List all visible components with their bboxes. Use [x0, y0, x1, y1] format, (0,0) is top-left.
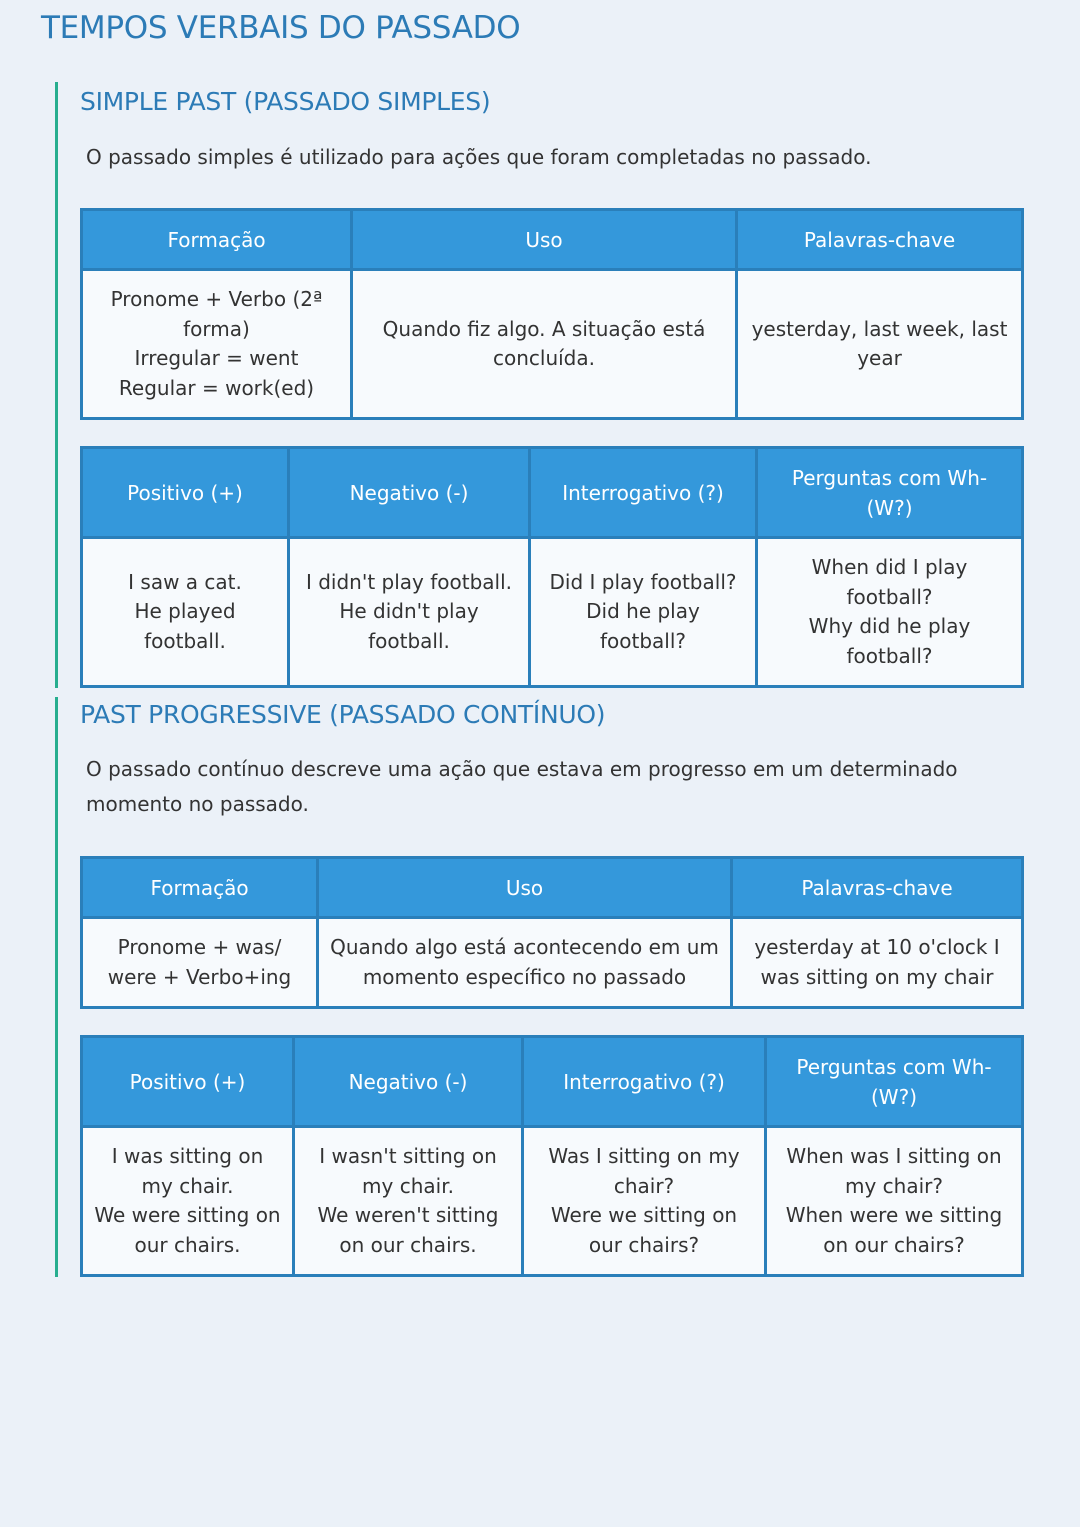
section-heading: SIMPLE PAST (PASSADO SIMPLES) [80, 87, 491, 116]
header-cell: Perguntas com Wh- (W?) [764, 1035, 1024, 1128]
header-cell: Uso [316, 856, 733, 919]
header-cell: Palavras-chave [735, 208, 1024, 271]
section-description: O passado contínuo descreve uma ação que… [86, 757, 958, 816]
header-cell: Interrogativo (?) [521, 1035, 767, 1128]
header-cell: Negativo (-) [292, 1035, 524, 1128]
header-cell: Negativo (-) [287, 446, 531, 539]
table-cell: When did I play football? Why did he pla… [755, 536, 1024, 688]
table-cell: Did I play football? Did he play footbal… [528, 536, 758, 688]
table-cell: Quando fiz algo. A situação está concluí… [350, 268, 738, 420]
table-cell: I was sitting on my chair. We were sitti… [80, 1125, 295, 1277]
table-cell: yesterday at 10 o'clock I was sitting on… [730, 916, 1024, 1009]
header-cell: Uso [350, 208, 738, 271]
table-cell: I wasn't sitting on my chair. We weren't… [292, 1125, 524, 1277]
header-cell: Palavras-chave [730, 856, 1024, 919]
header-cell: Positivo (+) [80, 1035, 295, 1128]
table-cell: Pronome + Verbo (2ª forma) Irregular = w… [80, 268, 353, 420]
table-cell: yesterday, last week, last year [735, 268, 1024, 420]
table-cell: I didn't play football. He didn't play f… [287, 536, 531, 688]
table-cell: Pronome + was/ were + Verbo+ing [80, 916, 319, 1009]
formation-table: Formação Uso Palavras-chave Pronome + Verb… [80, 208, 1024, 420]
section-past-progressive: PAST PROGRESSIVE (PASSADO CONTÍNUO) O pa… [55, 697, 1024, 1277]
forms-table: Positivo (+) Negativo (-) Interrogativo (?… [80, 446, 1024, 688]
header-cell: Formação [80, 856, 319, 919]
table-cell: I saw a cat. He played football. [80, 536, 290, 688]
table-cell: Was I sitting on my chair? Were we sitti… [521, 1125, 767, 1277]
table-cell: When was I sitting on my chair? When wer… [764, 1125, 1024, 1277]
header-cell: Formação [80, 208, 353, 271]
section-simple-past: SIMPLE PAST (PASSADO SIMPLES) O passado … [55, 82, 1024, 688]
forms-table: Positivo (+) Negativo (-) Interrogativo (?… [80, 1035, 1024, 1277]
section-heading: PAST PROGRESSIVE (PASSADO CONTÍNUO) [80, 700, 606, 729]
table-cell: Quando algo está acontecendo em um momen… [316, 916, 733, 1009]
section-description: O passado simples é utilizado para ações… [86, 145, 872, 169]
page-title: TEMPOS VERBAIS DO PASSADO [41, 10, 521, 46]
header-cell: Interrogativo (?) [528, 446, 758, 539]
header-cell: Perguntas com Wh- (W?) [755, 446, 1024, 539]
formation-table: Formação Uso Palavras-chave Pronome + was/… [80, 856, 1024, 1009]
header-cell: Positivo (+) [80, 446, 290, 539]
